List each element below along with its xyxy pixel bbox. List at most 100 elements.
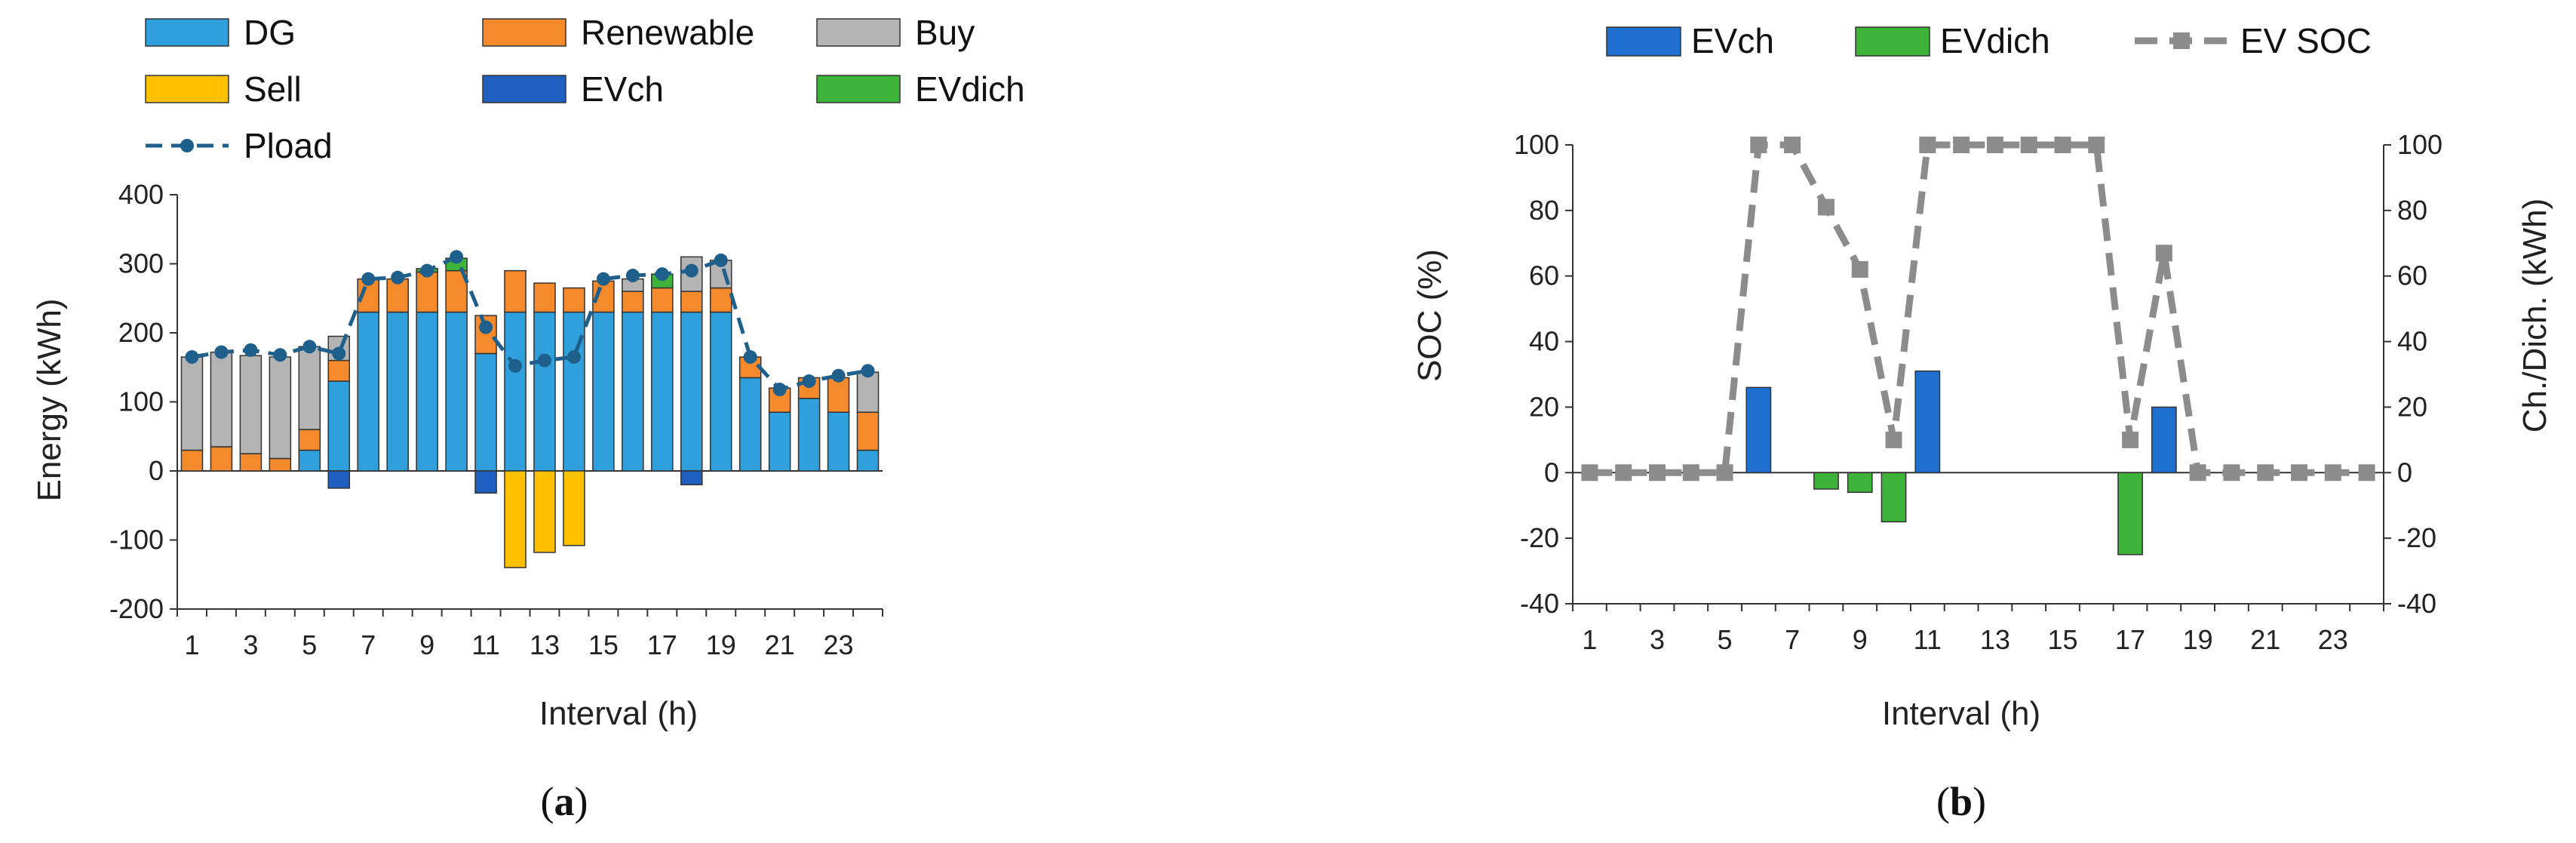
panel-b-legend-label-evch: EVch <box>1691 21 1774 60</box>
panel-b-bars <box>1745 370 2177 555</box>
panel-b-y2tick-label: 60 <box>2397 260 2427 291</box>
panel-b-bar-evdich-17 <box>2117 472 2143 555</box>
panel-b-xtick-label: 21 <box>2250 624 2280 655</box>
panel-a-xtick-label: 15 <box>588 629 619 660</box>
panel-a-bars <box>180 256 880 568</box>
panel-a-ytick-label: 400 <box>118 179 164 210</box>
panel-a-pload-point-9 <box>420 263 434 278</box>
panel-a-bar-buy-4 <box>269 356 292 460</box>
panel-b-ytick-label: 100 <box>1514 129 1559 160</box>
panel-b-y2label: Ch./Dich. (kWh) <box>2516 198 2553 432</box>
panel-b-y2tick-label: 0 <box>2397 457 2412 488</box>
panel-a-legend-swatch-evch <box>482 75 566 103</box>
panel-a-bar-buy-3 <box>239 355 263 454</box>
panel-a-pload-polyline <box>192 254 868 392</box>
panel-b-soc-point-11 <box>1919 137 1936 153</box>
panel-a-pload-point-17 <box>655 267 669 282</box>
panel-a-pload-point-23 <box>831 368 846 383</box>
panel-b-chart: EVch EVdich EV SOC 100 80 60 40 20 0 -20 -40 100 80… <box>1411 21 2553 824</box>
panel-b-xtick-label: 13 <box>1980 624 2010 655</box>
panel-a-xtick-label: 3 <box>243 629 258 660</box>
panel-a-pload-point-16 <box>625 269 640 283</box>
panel-b-legend-label-evdich: EVdich <box>1940 21 2050 60</box>
panel-a-bar-dg-23 <box>827 411 850 472</box>
panel-a-bar-dg-7 <box>357 311 380 472</box>
panel-a-bar-renewable-13 <box>533 282 556 313</box>
panel-b-caption-letter: b <box>1950 779 1973 824</box>
panel-a-bar-renewable-24 <box>856 411 880 451</box>
panel-a-bar-renewable-3 <box>239 453 263 472</box>
panel-a-bar-dg-5 <box>298 449 321 472</box>
panel-a-pload-point-21 <box>772 383 787 397</box>
panel-a-pload-point-3 <box>244 343 258 357</box>
panel-a-xtick-label: 5 <box>302 629 317 660</box>
panel-a-legend: DG Renewable Buy Sell EVch EVdich Pload <box>145 13 1025 165</box>
panel-a-bar-dg-21 <box>768 411 791 472</box>
panel-a-ytick-label: 300 <box>118 248 164 279</box>
panel-b-legend: EVch EVdich EV SOC <box>1606 21 2372 60</box>
panel-a-ytick-label: -100 <box>109 525 164 555</box>
panel-b-caption-open: ( <box>1936 779 1950 824</box>
panel-b-ytick-label: -40 <box>1520 588 1559 619</box>
panel-b-soc-point-21 <box>2257 464 2274 481</box>
panel-b-ytick-label: -20 <box>1520 522 1559 553</box>
panel-a-pload-point-20 <box>743 350 757 365</box>
panel-b-xlabel: Interval (h) <box>1882 695 2040 732</box>
panel-b-caption-close: ) <box>1973 779 1986 824</box>
panel-a-bar-sell-14 <box>563 470 585 546</box>
panel-a-ytick-label: 100 <box>118 386 164 417</box>
panel-a-chart: DG Renewable Buy Sell EVch EVdich Pload 400 300… <box>31 13 1025 824</box>
panel-b-xtick-label: 15 <box>2047 624 2077 655</box>
panel-a-bar-renewable-5 <box>298 429 321 451</box>
panel-b-bar-evch-18 <box>2151 406 2177 474</box>
panel-b-soc-point-16 <box>2088 137 2105 153</box>
panel-a-xtick-label: 13 <box>530 629 560 660</box>
panel-a-caption-letter: a <box>554 779 575 824</box>
panel-a-caption-open: ( <box>541 779 554 824</box>
panel-a-bar-buy-5 <box>298 346 321 430</box>
panel-a-bar-buy-2 <box>210 351 233 448</box>
panel-b-caption: (b) <box>1936 779 1986 824</box>
panel-a-pload-point-8 <box>391 270 405 285</box>
panel-a-legend-label-sell: Sell <box>244 69 302 109</box>
panel-b-soc-point-13 <box>1986 137 2003 153</box>
panel-b-ytick-label: 20 <box>1529 391 1559 422</box>
panel-a-xtick-label: 21 <box>765 629 795 660</box>
panel-b-y2tick-label: 40 <box>2397 326 2427 357</box>
panel-a-bar-buy-1 <box>180 356 204 451</box>
panel-a-pload-line <box>185 250 875 397</box>
panel-b-ylabel: SOC (%) <box>1411 249 1448 382</box>
panel-a-bar-renewable-14 <box>563 287 585 313</box>
panel-b-soc-point-24 <box>2358 464 2375 481</box>
panel-b-soc-point-22 <box>2291 464 2308 481</box>
panel-b-legend-label-soc: EV SOC <box>2240 21 2372 60</box>
panel-a-legend-marker <box>180 139 194 152</box>
panel-a-legend-label-evch: EVch <box>581 69 664 109</box>
panel-b-bar-evch-6 <box>1745 386 1772 474</box>
panel-a-pload-point-14 <box>566 350 581 365</box>
panel-b-soc-point-19 <box>2189 464 2206 481</box>
panel-b-xtick-label: 1 <box>1582 624 1597 655</box>
panel-a-pload-point-15 <box>596 272 610 286</box>
panel-b-xtick-label: 19 <box>2183 624 2213 655</box>
panel-a-bar-renewable-23 <box>827 377 850 413</box>
panel-a-bar-dg-20 <box>738 377 762 472</box>
panel-a-bar-renewable-12 <box>504 269 527 313</box>
panel-a-legend-swatch-renewable <box>482 18 566 47</box>
panel-a-bar-buy-24 <box>856 371 880 413</box>
panel-a-bar-dg-12 <box>504 311 527 472</box>
panel-b-soc-polyline <box>1589 141 2367 476</box>
panel-b-soc-point-12 <box>1953 137 1970 153</box>
panel-a-pload-point-7 <box>361 272 376 286</box>
panel-a-bar-dg-24 <box>856 449 880 472</box>
panel-b-xtick-label: 9 <box>1853 624 1868 655</box>
panel-a-bar-sell-13 <box>533 470 556 553</box>
panel-a-bar-evch-11 <box>474 470 497 494</box>
panel-b-soc-point-15 <box>2054 137 2071 153</box>
panel-a-pload-point-4 <box>273 348 287 362</box>
panel-a-bar-evch-18 <box>680 470 703 486</box>
panel-b-xtick-label: 3 <box>1650 624 1665 655</box>
panel-b-xtick-label: 17 <box>2115 624 2145 655</box>
